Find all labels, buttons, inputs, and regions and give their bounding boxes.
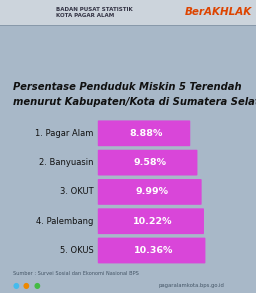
Text: 1. Pagar Alam: 1. Pagar Alam <box>35 129 93 138</box>
Text: BADAN PUSAT STATISTIK: BADAN PUSAT STATISTIK <box>56 7 133 12</box>
Text: BerAKHLAK: BerAKHLAK <box>184 7 252 17</box>
Text: ●: ● <box>13 281 19 290</box>
Text: ●: ● <box>23 281 30 290</box>
Text: 3. OKUT: 3. OKUT <box>60 188 93 196</box>
Text: 10.22%: 10.22% <box>133 217 173 226</box>
Text: pagaralamkota.bps.go.id: pagaralamkota.bps.go.id <box>159 283 225 288</box>
Text: menurut Kabupaten/Kota di Sumatera Selatan (2023): menurut Kabupaten/Kota di Sumatera Selat… <box>13 97 256 107</box>
Text: 9.99%: 9.99% <box>135 188 168 196</box>
Text: 5. OKUS: 5. OKUS <box>60 246 93 255</box>
Text: Sumber : Survei Sosial dan Ekonomi Nasional BPS: Sumber : Survei Sosial dan Ekonomi Nasio… <box>13 271 139 276</box>
Text: KOTA PAGAR ALAM: KOTA PAGAR ALAM <box>56 13 115 18</box>
Text: 2. Banyuasin: 2. Banyuasin <box>39 158 93 167</box>
Text: Persentase Penduduk Miskin 5 Terendah: Persentase Penduduk Miskin 5 Terendah <box>13 82 241 92</box>
Text: ●: ● <box>33 281 40 290</box>
Text: 9.58%: 9.58% <box>133 158 166 167</box>
Text: 8.88%: 8.88% <box>129 129 163 138</box>
Text: 4. Palembang: 4. Palembang <box>36 217 93 226</box>
Text: 10.36%: 10.36% <box>134 246 173 255</box>
